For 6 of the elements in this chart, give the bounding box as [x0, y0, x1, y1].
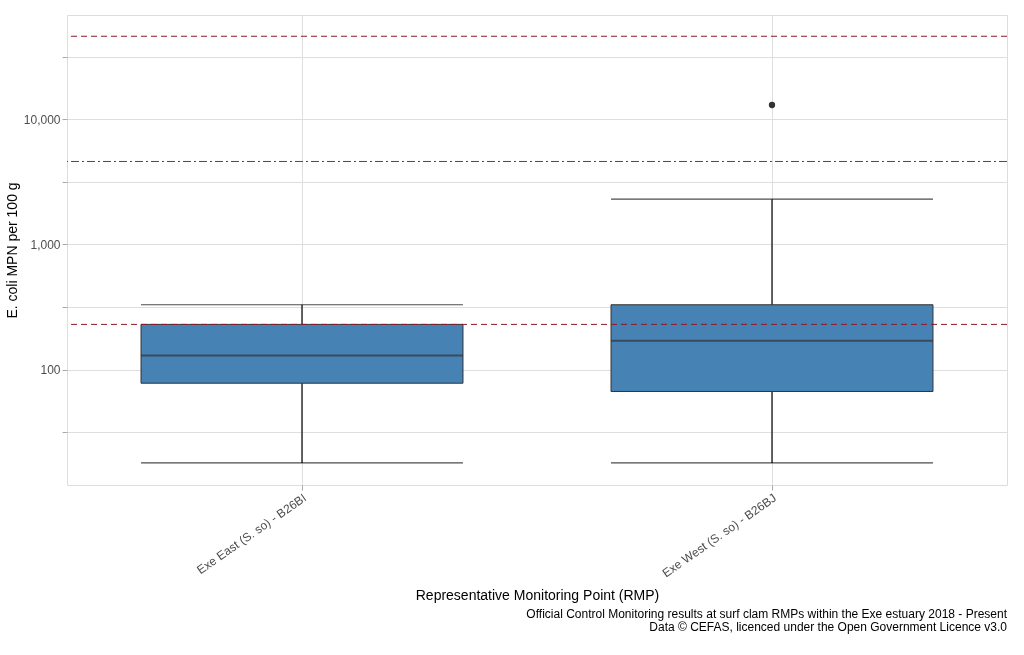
y-tick-label: 100: [40, 363, 61, 378]
y-tick-label: 10,000: [23, 112, 61, 127]
y-axis-title: E. coli MPN per 100 g: [3, 182, 20, 319]
y-tick-label: 1,000: [30, 237, 61, 252]
x-axis-title: Representative Monitoring Point (RMP): [415, 587, 660, 604]
text: Official Control Monitoring results at surf clam RMPs within the Exe estuary 2018 - Present: [526, 606, 1008, 621]
